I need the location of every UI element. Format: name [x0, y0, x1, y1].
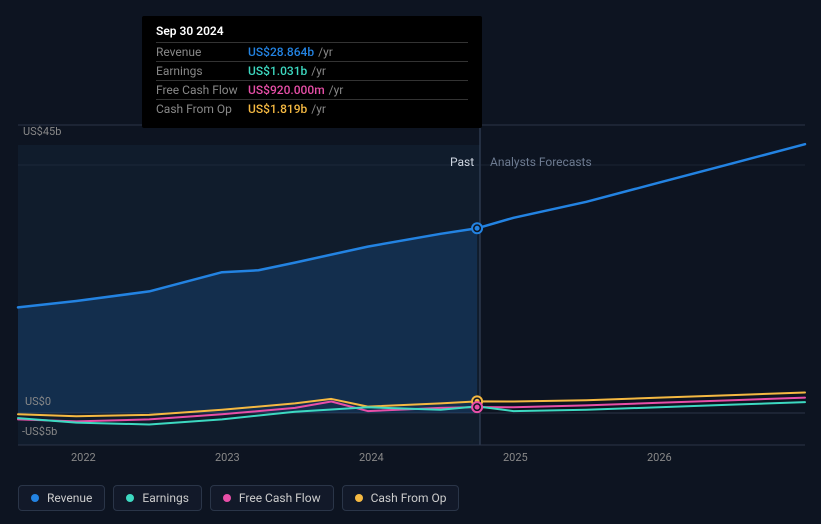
legend-item[interactable]: Revenue: [18, 485, 105, 511]
tooltip-row-value: US$1.031b: [248, 64, 307, 78]
tooltip-row-value: US$920.000m: [248, 83, 325, 97]
legend-item[interactable]: Earnings: [113, 485, 202, 511]
x-axis-label: 2025: [503, 451, 528, 464]
legend-item[interactable]: Free Cash Flow: [210, 485, 334, 511]
chart-legend: Revenue Earnings Free Cash Flow Cash From O…: [18, 485, 459, 511]
tooltip-row: EarningsUS$1.031b/yr: [156, 61, 468, 80]
tooltip-row-value: US$28.864b: [248, 45, 314, 59]
legend-label: Revenue: [47, 491, 92, 505]
tooltip-row: RevenueUS$28.864b/yr: [156, 42, 468, 61]
tooltip-row-value: US$1.819b: [248, 102, 307, 116]
tooltip-row-label: Free Cash Flow: [156, 83, 248, 97]
tooltip-row-label: Earnings: [156, 64, 248, 78]
x-axis-label: 2026: [647, 451, 672, 464]
x-axis-label: 2023: [215, 451, 240, 464]
legend-dot-icon: [355, 494, 363, 502]
tooltip-row-unit: /yr: [311, 102, 326, 116]
legend-dot-icon: [223, 494, 231, 502]
legend-label: Earnings: [142, 491, 189, 505]
x-axis-label: 2022: [71, 451, 96, 464]
legend-label: Free Cash Flow: [239, 491, 321, 505]
legend-item[interactable]: Cash From Op: [342, 485, 460, 511]
y-axis-label: -US$5b: [22, 425, 57, 438]
legend-dot-icon: [126, 494, 134, 502]
tooltip-row-label: Cash From Op: [156, 102, 248, 116]
financials-chart: US$45b US$0 -US$5b 2022 2023 2024 2025 2026 Pa…: [0, 0, 821, 524]
forecast-label: Analysts Forecasts: [490, 155, 592, 169]
tooltip-row: Cash From OpUS$1.819b/yr: [156, 99, 468, 118]
x-axis-label: 2024: [359, 451, 384, 464]
tooltip-row-label: Revenue: [156, 45, 248, 59]
tooltip-row: Free Cash FlowUS$920.000m/yr: [156, 80, 468, 99]
tooltip-date: Sep 30 2024: [156, 24, 468, 42]
legend-dot-icon: [31, 494, 39, 502]
y-axis-label: US$0: [25, 395, 51, 408]
tooltip-row-unit: /yr: [311, 64, 326, 78]
chart-tooltip: Sep 30 2024 RevenueUS$28.864b/yrEarnings…: [142, 16, 482, 128]
past-label: Past: [450, 155, 474, 169]
legend-label: Cash From Op: [371, 491, 447, 505]
tooltip-row-unit: /yr: [318, 45, 333, 59]
y-axis-label: US$45b: [23, 125, 61, 138]
tooltip-row-unit: /yr: [329, 83, 344, 97]
